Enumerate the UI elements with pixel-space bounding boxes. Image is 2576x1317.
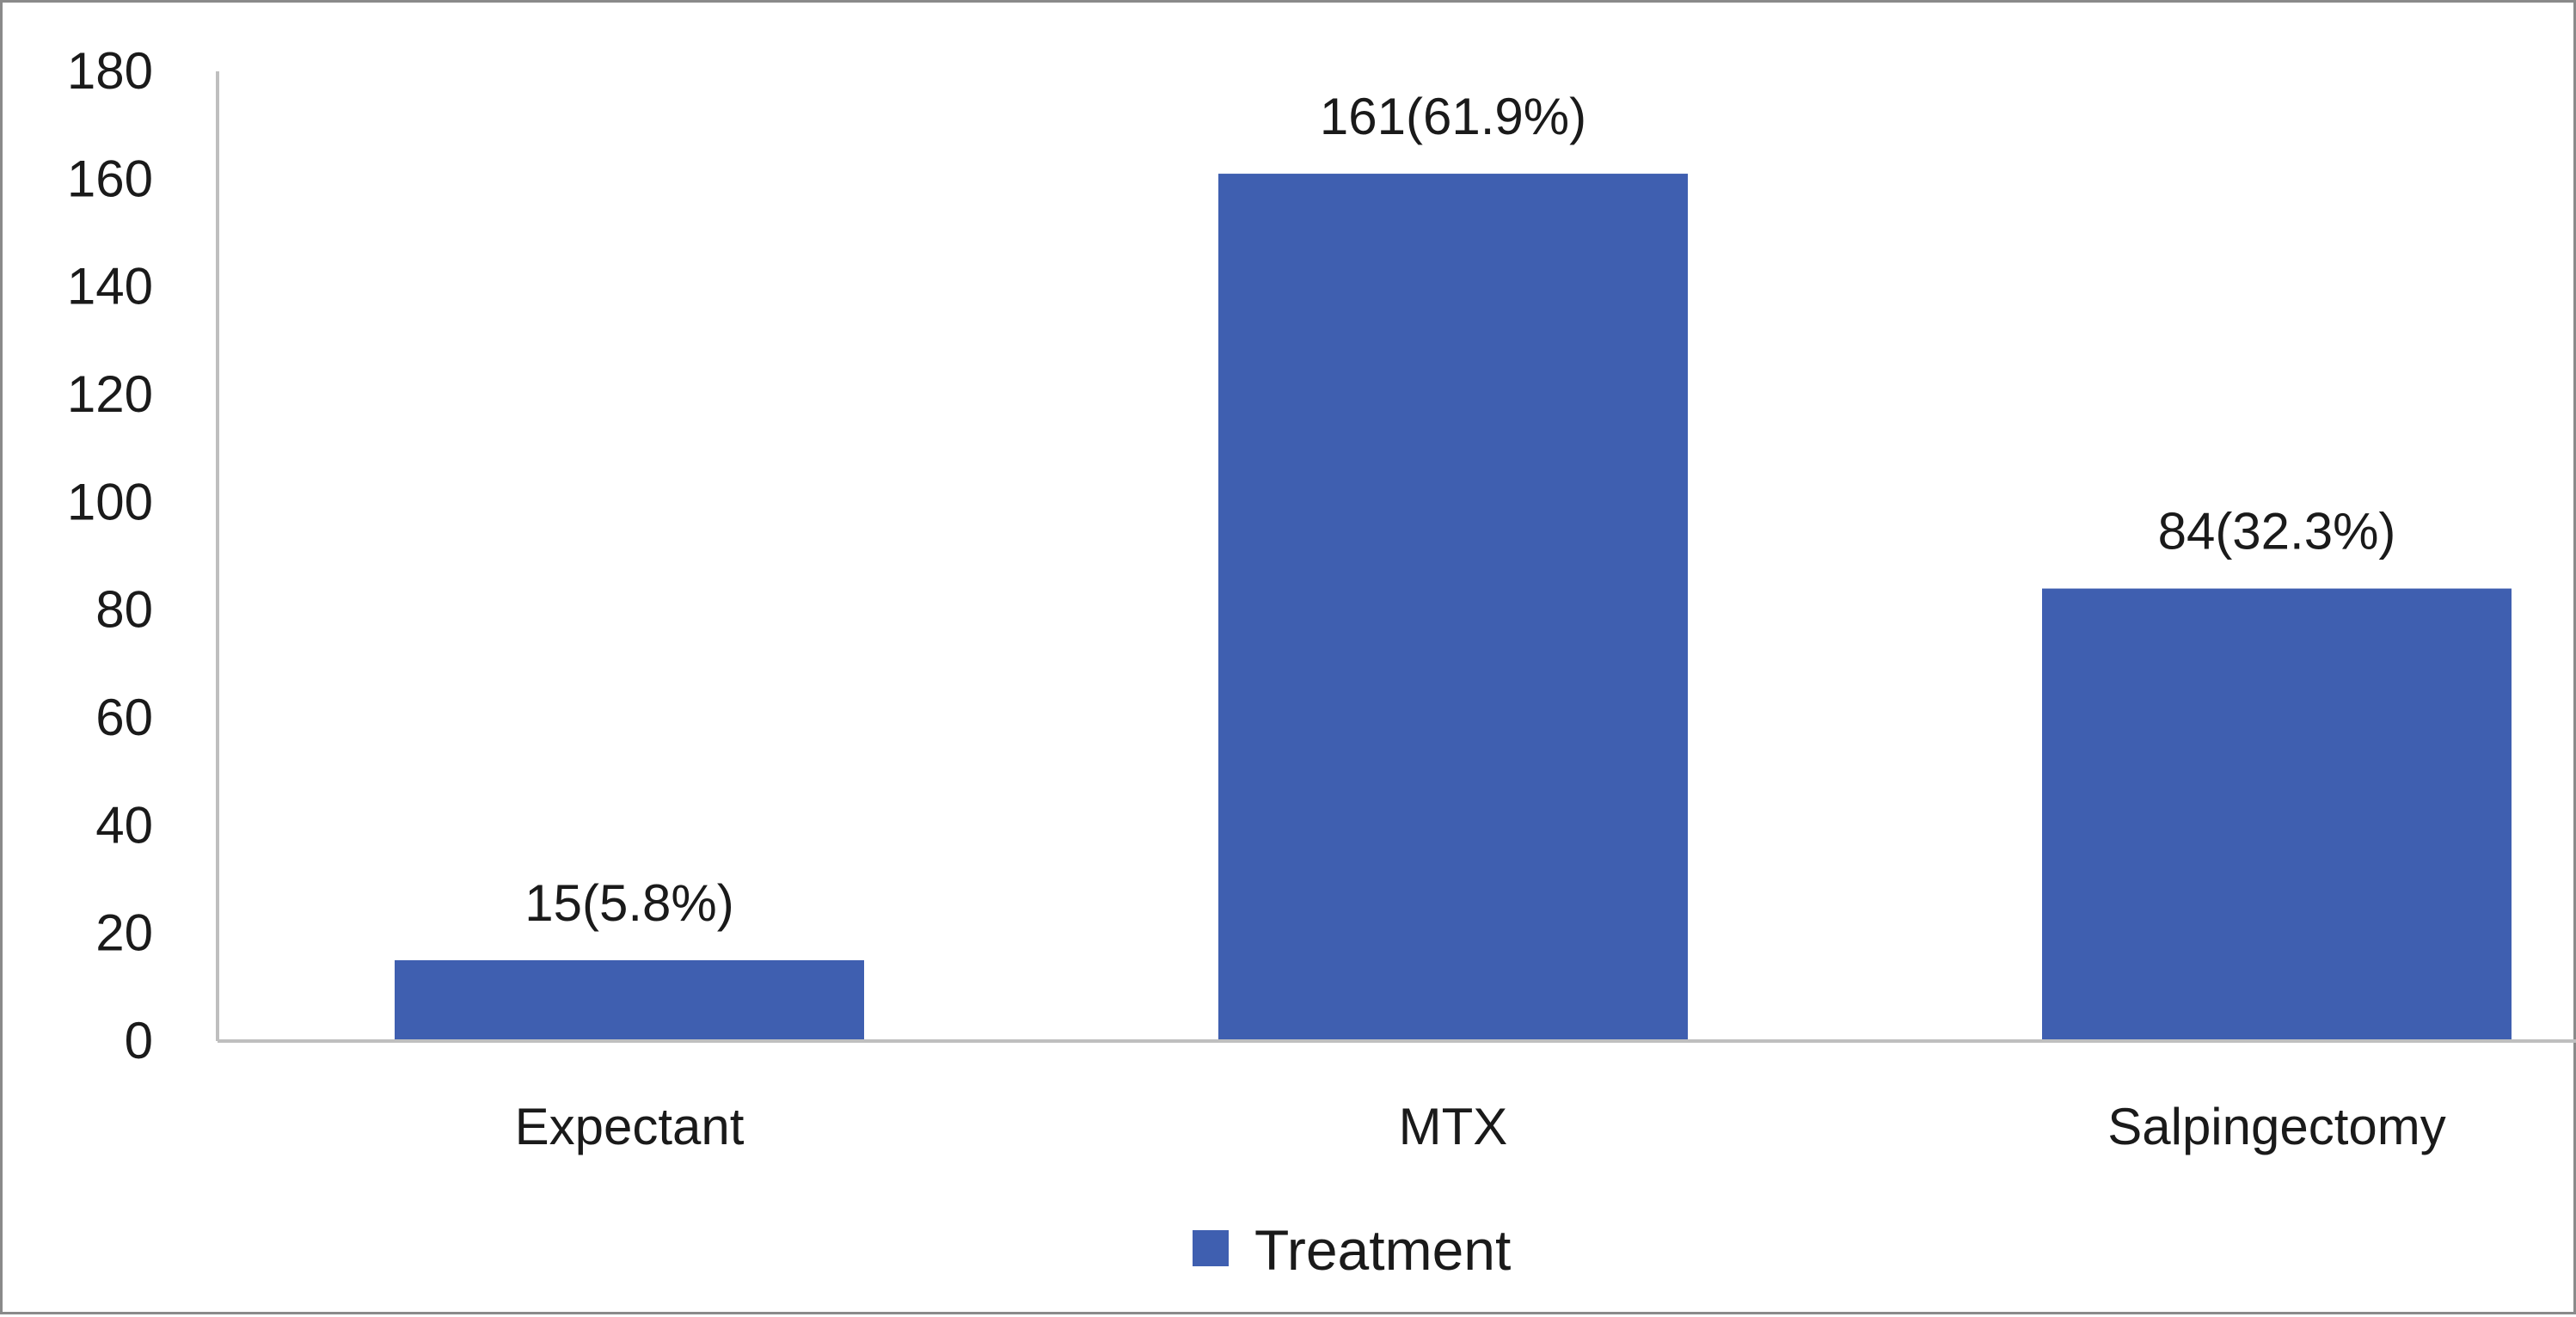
category-label-salpingectomy: Salpingectomy — [2107, 1098, 2446, 1155]
legend-label-treatment: Treatment — [1254, 1218, 1511, 1282]
data-label-expectant: 15(5.8%) — [524, 874, 733, 932]
legend-swatch-treatment — [1193, 1230, 1229, 1266]
bar-mtx — [1218, 174, 1688, 1042]
bar-salpingectomy — [2042, 588, 2512, 1041]
y-tick-label: 80 — [95, 581, 153, 639]
data-label-salpingectomy: 84(32.3%) — [2158, 503, 2396, 560]
y-tick-label: 180 — [67, 42, 153, 100]
y-tick-label: 100 — [67, 473, 153, 530]
y-tick-label: 40 — [95, 796, 153, 854]
y-axis-ticks: 0 20 40 60 80 100 120 140 160 180 — [67, 42, 153, 1069]
bar-expectant — [395, 960, 864, 1041]
legend: Treatment — [1193, 1218, 1511, 1282]
y-tick-label: 0 — [125, 1012, 153, 1069]
y-tick-label: 140 — [67, 258, 153, 315]
x-axis-category-labels: Expectant MTX Salpingectomy — [515, 1098, 2446, 1155]
bar-chart: 0 20 40 60 80 100 120 140 160 180 15(5.8%) 161(61.… — [67, 42, 2576, 1282]
y-tick-label: 120 — [67, 365, 153, 423]
category-label-expectant: Expectant — [515, 1098, 745, 1155]
bars — [395, 174, 2512, 1042]
y-tick-label: 20 — [95, 904, 153, 962]
y-tick-label: 60 — [95, 689, 153, 746]
y-tick-label: 160 — [67, 150, 153, 207]
data-label-mtx: 161(61.9%) — [1320, 88, 1586, 145]
category-label-mtx: MTX — [1399, 1098, 1508, 1155]
data-labels: 15(5.8%) 161(61.9%) 84(32.3%) — [524, 88, 2395, 932]
